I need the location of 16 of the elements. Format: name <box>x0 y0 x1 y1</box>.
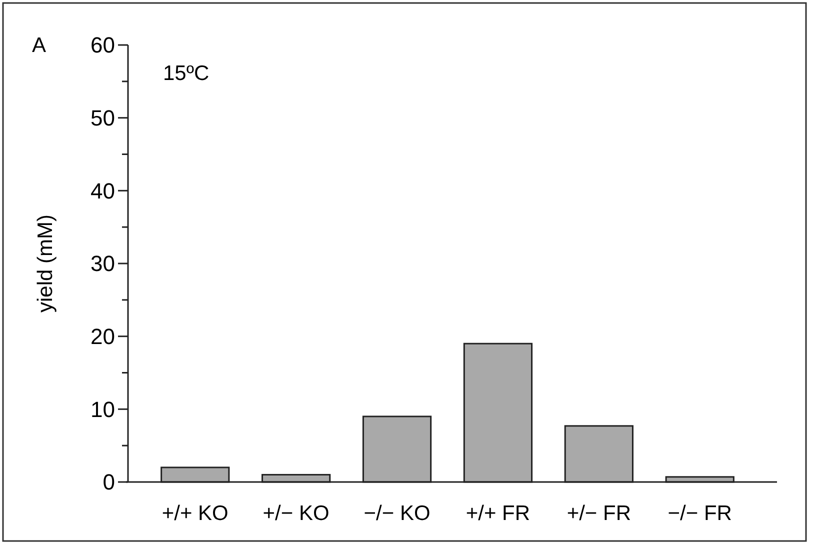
x-tick-label: +/+ KO <box>162 502 228 525</box>
x-tick-label: −/− KO <box>364 502 430 525</box>
y-axis-title: yield (mM) <box>34 214 57 312</box>
x-tick-label: +/− FR <box>566 502 632 525</box>
y-tick-label: 50 <box>90 106 115 131</box>
y-tick-label: 60 <box>90 32 115 58</box>
x-tick-label: −/− FR <box>668 502 732 525</box>
y-tick-label: 40 <box>90 178 115 204</box>
y-tick-label: 0 <box>102 470 115 495</box>
text: A <box>32 34 46 57</box>
x-tick-label: +/+ FR <box>466 502 530 525</box>
y-tick-label: 30 <box>90 251 115 276</box>
y-tick-label: 10 <box>90 396 115 422</box>
annotation: 15ºC <box>163 62 210 85</box>
y-tick-label: 20 <box>90 324 115 350</box>
x-tick-label: +/− KO <box>262 502 330 525</box>
